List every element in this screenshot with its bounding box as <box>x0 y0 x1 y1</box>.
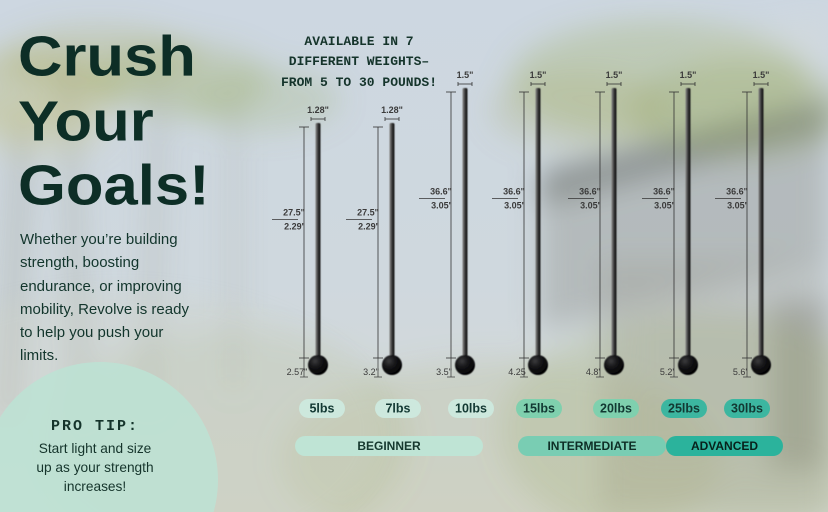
svg-text:3.05': 3.05' <box>431 200 451 210</box>
svg-text:27.5": 27.5" <box>357 207 379 217</box>
svg-text:15lbs: 15lbs <box>523 402 555 416</box>
svg-text:1.28": 1.28" <box>307 105 329 115</box>
svg-text:ADVANCED: ADVANCED <box>691 439 758 453</box>
svg-text:1.5": 1.5" <box>680 70 697 80</box>
svg-text:27.5": 27.5" <box>283 207 305 217</box>
svg-text:4.25: 4.25 <box>508 367 526 377</box>
svg-text:3.05': 3.05' <box>654 200 674 210</box>
svg-text:1.5": 1.5" <box>457 70 474 80</box>
svg-text:36.6": 36.6" <box>579 186 601 196</box>
svg-text:36.6": 36.6" <box>430 186 452 196</box>
svg-text:1.5": 1.5" <box>606 70 623 80</box>
svg-text:3.05': 3.05' <box>504 200 524 210</box>
svg-text:INTERMEDIATE: INTERMEDIATE <box>547 439 636 453</box>
svg-text:1.5": 1.5" <box>530 70 547 80</box>
svg-text:3.05': 3.05' <box>580 200 600 210</box>
svg-text:1.5": 1.5" <box>753 70 770 80</box>
svg-text:5.2': 5.2' <box>660 367 675 377</box>
svg-text:30lbs: 30lbs <box>731 402 763 416</box>
svg-text:BEGINNER: BEGINNER <box>357 439 421 453</box>
svg-text:25lbs: 25lbs <box>668 402 700 416</box>
svg-text:36.6": 36.6" <box>726 186 748 196</box>
svg-text:36.6": 36.6" <box>503 186 525 196</box>
svg-text:4.8': 4.8' <box>586 367 601 377</box>
svg-text:1.28": 1.28" <box>381 105 403 115</box>
svg-text:3.05': 3.05' <box>727 200 747 210</box>
svg-text:2.29': 2.29' <box>284 221 304 231</box>
svg-text:7lbs: 7lbs <box>385 402 410 416</box>
svg-text:20lbs: 20lbs <box>600 402 632 416</box>
svg-text:5lbs: 5lbs <box>309 402 334 416</box>
svg-text:36.6": 36.6" <box>653 186 675 196</box>
svg-text:5.6': 5.6' <box>733 367 748 377</box>
svg-text:3.5": 3.5" <box>436 367 452 377</box>
svg-text:2.29': 2.29' <box>358 221 378 231</box>
svg-text:10lbs: 10lbs <box>455 402 487 416</box>
svg-text:3.2": 3.2" <box>363 367 379 377</box>
svg-text:2.57": 2.57" <box>287 367 308 377</box>
